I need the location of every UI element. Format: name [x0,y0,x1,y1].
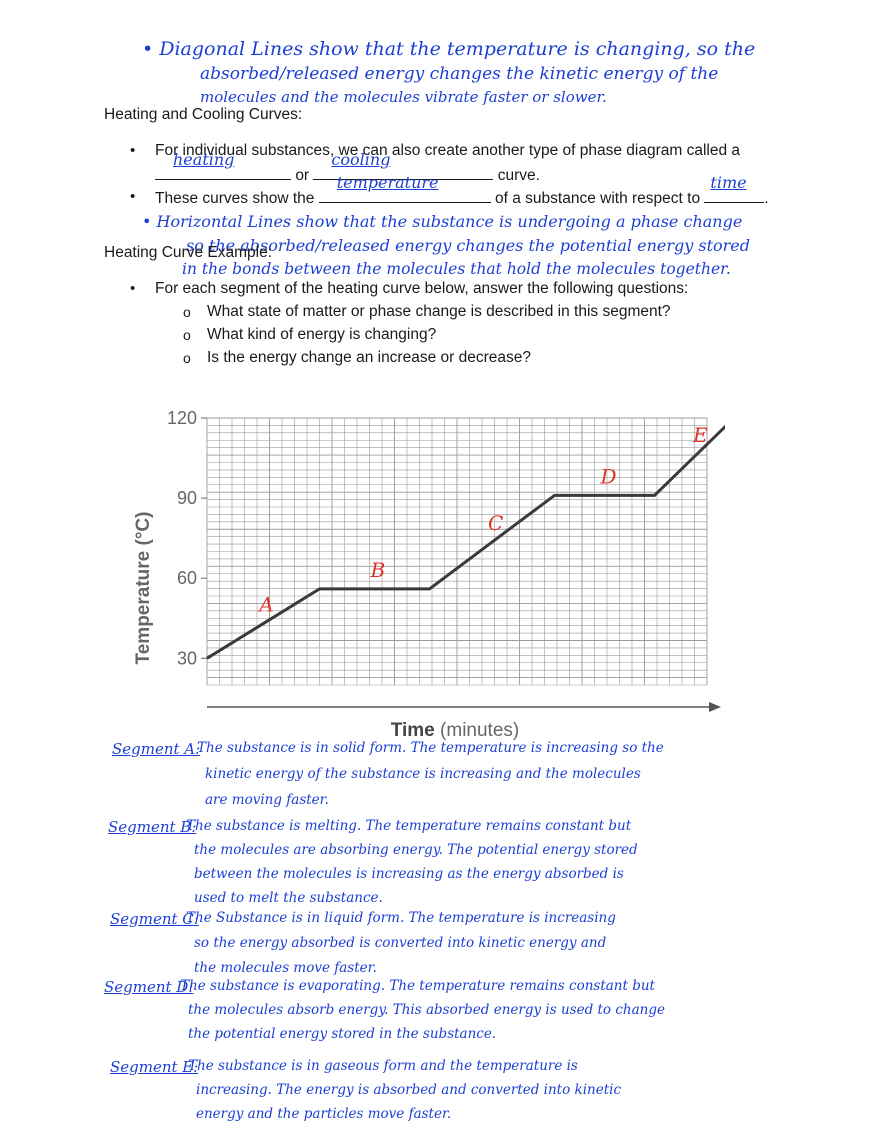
chart-axes [207,702,721,712]
sub-bullet-circle: o [183,304,191,320]
segment-label-c: C [488,511,503,535]
y-axis-label: Temperature (°C) [133,512,154,665]
segment-label-e: E [692,423,708,447]
answer-line: between the molecules is increasing as t… [194,866,624,882]
bullet1-curve: curve. [497,167,540,184]
answer-line: are moving faster. [205,792,329,808]
answer-line: so the energy absorbed is converted into… [194,935,607,951]
bullet1-or: or [295,167,310,184]
handwritten-note-diagonal-1: • Diagonal Lines show that the temperatu… [142,38,756,60]
answer-label-segment-3: Segment C: [110,910,199,928]
answer-line: The substance is melting. The temperatur… [186,818,632,834]
heating-curve-chart: 120 90 60 30 A B C D E Temperature (°C) Time (m… [133,408,725,741]
y-tick-label: 120 [167,408,197,428]
answer-line: The substance is in solid form. The temp… [197,740,664,756]
question-2: What kind of energy is changing? [207,326,437,343]
bullet2-text: These curves show the temperature of a s… [155,173,769,208]
answer-line: The substance is in gaseous form and the… [188,1058,578,1074]
chart-series [206,424,725,660]
x-axis-arrowhead [709,702,721,712]
question-1: What state of matter or phase change is … [207,303,671,320]
fill-time: time [710,173,747,192]
bullet3-text: For each segment of the heating curve be… [155,280,689,297]
x-axis-label-unit: (minutes) [440,720,519,741]
y-tick-label: 60 [177,568,197,588]
bullet-dot: • [130,188,136,205]
heating-curve-line [206,424,725,660]
fill-heating: heating [173,150,235,169]
x-axis-label-bold: Time [391,720,435,741]
y-tick-label: 90 [177,488,197,508]
section-heading-heating-cooling: Heating and Cooling Curves: [104,106,303,123]
answer-line: The substance is evaporating. The temper… [180,978,655,994]
fill-temperature: temperature [336,173,439,192]
segment-label-a: A [257,593,273,617]
handwritten-note-horizontal-2: so the absorbed/released energy changes … [186,236,751,255]
answer-label-segment-2: Segment B: [108,818,197,836]
answer-label-segment-1: Segment A: [112,740,201,758]
bullet2-text-mid: of a substance with respect to [495,190,701,207]
chart-ticks: 120 90 60 30 [167,408,207,668]
answer-line: used to melt the substance. [194,890,383,906]
sub-bullet-circle: o [183,350,191,366]
handwritten-note-horizontal-1: • Horizontal Lines show that the substan… [142,212,743,231]
question-3: Is the energy change an increase or decr… [207,349,531,366]
answer-line: the molecules are absorbing energy. The … [194,842,638,858]
x-axis-label: Time (minutes) [391,720,519,741]
y-tick-label: 30 [177,648,197,668]
bullet1-text-b: heating or cooling curve. [155,150,540,185]
handwritten-note-diagonal-3: molecules and the molecules vibrate fast… [200,88,607,106]
sub-bullet-circle: o [183,327,191,343]
answer-label-segment-5: Segment E: [110,1058,199,1076]
bullet-dot: • [130,280,136,297]
section-heading-heating-curve-example: Heating Curve Example: [104,244,272,261]
answer-line: kinetic energy of the substance is incre… [205,766,641,782]
segment-label-d: D [600,464,617,488]
segment-label-b: B [370,558,386,582]
chart-segment-labels: A B C D E [257,423,708,617]
bullet2-text-end: . [764,190,769,207]
handwritten-note-diagonal-2: absorbed/released energy changes the kin… [200,64,719,84]
answer-label-segment-4: Segment D: [104,978,194,996]
answer-line: the potential energy stored in the subst… [188,1026,497,1042]
chart-grid [206,417,708,686]
fill-cooling: cooling [331,150,391,169]
handwritten-note-horizontal-3: in the bonds between the molecules that … [182,260,731,278]
bullet1-text-a: For individual substances, we can also c… [155,142,741,159]
answer-line: the molecules absorb energy. This absorb… [188,1002,665,1018]
answer-line: the molecules move faster. [194,960,377,976]
answer-line: The Substance is in liquid form. The tem… [186,910,616,926]
answer-line: increasing. The energy is absorbed and c… [196,1082,622,1098]
bullet2-text-a: These curves show the [155,190,315,207]
answer-line: energy and the particles move faster. [196,1106,452,1122]
bullet-dot: • [130,142,136,159]
